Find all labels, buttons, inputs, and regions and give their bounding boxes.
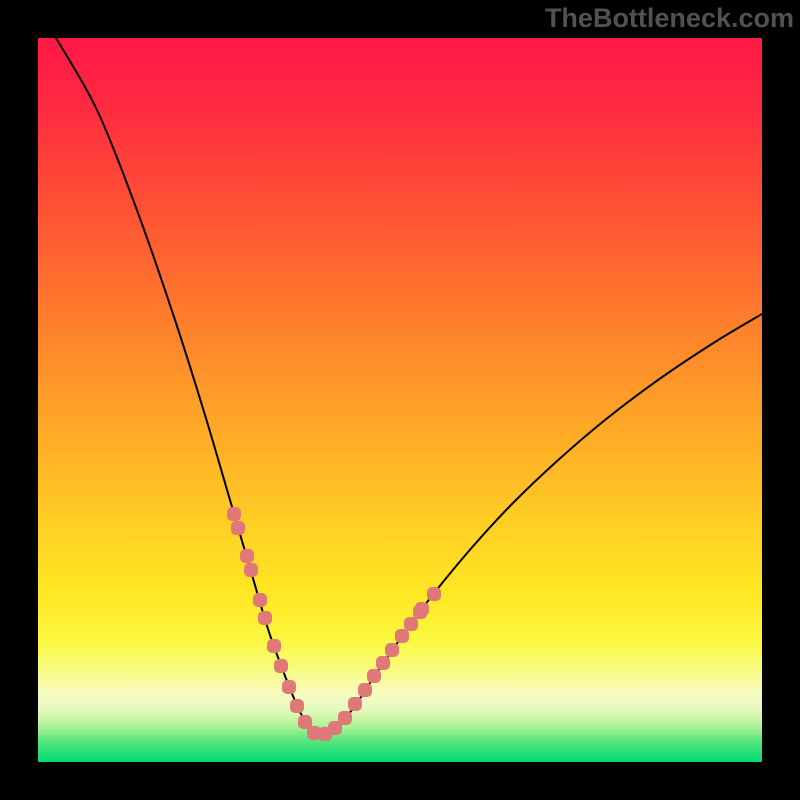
marker-point xyxy=(338,711,352,725)
chart-background xyxy=(38,38,762,762)
marker-point xyxy=(244,563,258,577)
watermark-text: TheBottleneck.com xyxy=(545,3,794,34)
marker-point xyxy=(367,669,381,683)
marker-point xyxy=(376,656,390,670)
marker-point xyxy=(404,617,418,631)
marker-point xyxy=(290,699,304,713)
marker-point xyxy=(415,602,429,616)
marker-point xyxy=(267,639,281,653)
marker-point xyxy=(348,697,362,711)
marker-point xyxy=(253,593,267,607)
marker-point xyxy=(358,683,372,697)
marker-point xyxy=(385,643,399,657)
marker-point xyxy=(282,680,296,694)
chart-plot-area xyxy=(38,38,762,762)
chart-svg xyxy=(38,38,762,762)
marker-point xyxy=(227,507,241,521)
marker-point xyxy=(231,521,245,535)
marker-point xyxy=(240,549,254,563)
marker-point xyxy=(274,659,288,673)
marker-point xyxy=(395,629,409,643)
marker-point xyxy=(258,611,272,625)
marker-point xyxy=(427,587,441,601)
